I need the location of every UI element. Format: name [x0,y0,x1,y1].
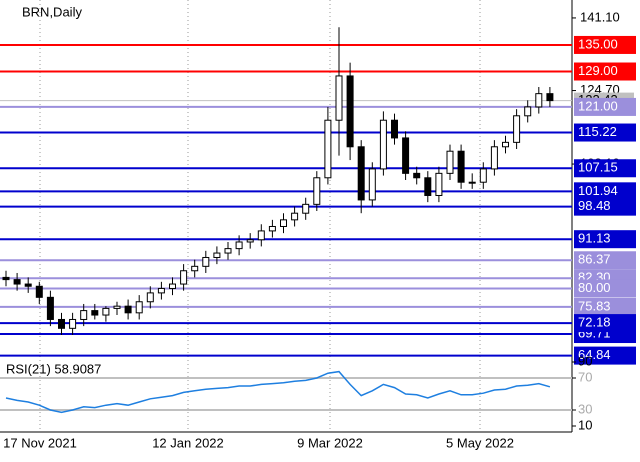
rsi-line [5,370,551,414]
candle-body [291,212,299,221]
candle-body [246,239,254,243]
candle-body [513,115,521,143]
x-tick-label: 17 Nov 2021 [3,435,77,450]
candle-body [235,241,243,250]
candle-body [257,230,265,241]
level-box [574,62,636,81]
candle-body [280,219,287,227]
candle-body [135,301,143,314]
x-tick-label: 12 Jan 2022 [152,435,224,450]
candle-body [202,256,210,267]
level-label: 98.48 [578,198,611,213]
candle-body [124,305,132,314]
candle-body [535,93,543,108]
candle-body [457,150,465,183]
candle-body [46,296,54,320]
level-box [574,197,636,216]
candle-body [402,137,410,174]
rsi-y-tick-label: 10 [578,417,592,432]
candle-body [102,307,110,316]
candle-body [191,265,199,272]
rsi-y-tick-label: 70 [578,369,592,384]
candle-body [268,225,276,232]
level-label: 75.83 [578,298,611,313]
candle-body [490,146,498,170]
candle-body [69,318,77,329]
level-box [574,97,636,116]
candle-body [502,141,509,148]
level-box [574,35,636,54]
candle-body [379,119,387,170]
level-label: 101.94 [578,183,618,198]
level-label: 80.00 [578,280,611,295]
candle-body [313,177,321,205]
candle-body [24,283,32,287]
level-box [574,251,636,270]
level-label: 86.37 [578,252,611,267]
rsi-title: RSI(21) 58.9087 [6,361,101,376]
candle-body [302,203,310,214]
candle-body [424,177,432,196]
candle-body [335,75,343,121]
level-box [574,279,636,298]
candle-body [435,172,443,196]
level-label: 115.22 [578,124,617,139]
candle-body [224,248,232,254]
rsi-y-tick-label: 90 [578,353,592,368]
level-box [574,159,636,178]
level-box [574,182,636,201]
x-tick-label: 5 May 2022 [446,435,514,450]
candle-body [346,75,354,148]
level-label: 121.00 [578,98,618,113]
y-tick-label: 141.10 [580,9,620,24]
candle-body [413,172,421,179]
level-label: 129.00 [578,63,618,78]
level-label: 72.18 [578,315,611,330]
candle-body [324,119,332,179]
level-box [574,230,636,249]
level-label: 135.00 [578,36,618,51]
candle-body [524,106,532,117]
candle-body [479,168,487,183]
x-tick-label: 9 Mar 2022 [297,435,363,450]
candle-body [169,283,176,289]
candle-body [2,276,10,281]
candle-body [446,150,454,174]
candle-body [180,270,188,285]
candle-body [13,279,21,285]
candle-body [91,310,99,316]
level-box [574,123,636,142]
candle-body [113,305,121,309]
level-box [574,297,636,316]
candle-body [468,181,476,184]
candle-body [35,285,43,298]
level-label: 91.13 [578,231,611,246]
candle-body [546,93,554,102]
level-label: 107.15 [578,160,618,175]
level-box [574,346,636,365]
candle-body [391,119,398,139]
rsi-y-tick-label: 30 [578,401,592,416]
candle-body [157,287,165,294]
candle-body [146,292,154,303]
candle-body [368,168,376,201]
candle-body [58,318,65,329]
candle-body [357,146,365,201]
level-label: 64.84 [578,347,611,362]
level-box [574,314,636,333]
chart-title: BRN,Daily [22,4,82,19]
candle-body [213,252,221,258]
candle-body [80,310,88,320]
